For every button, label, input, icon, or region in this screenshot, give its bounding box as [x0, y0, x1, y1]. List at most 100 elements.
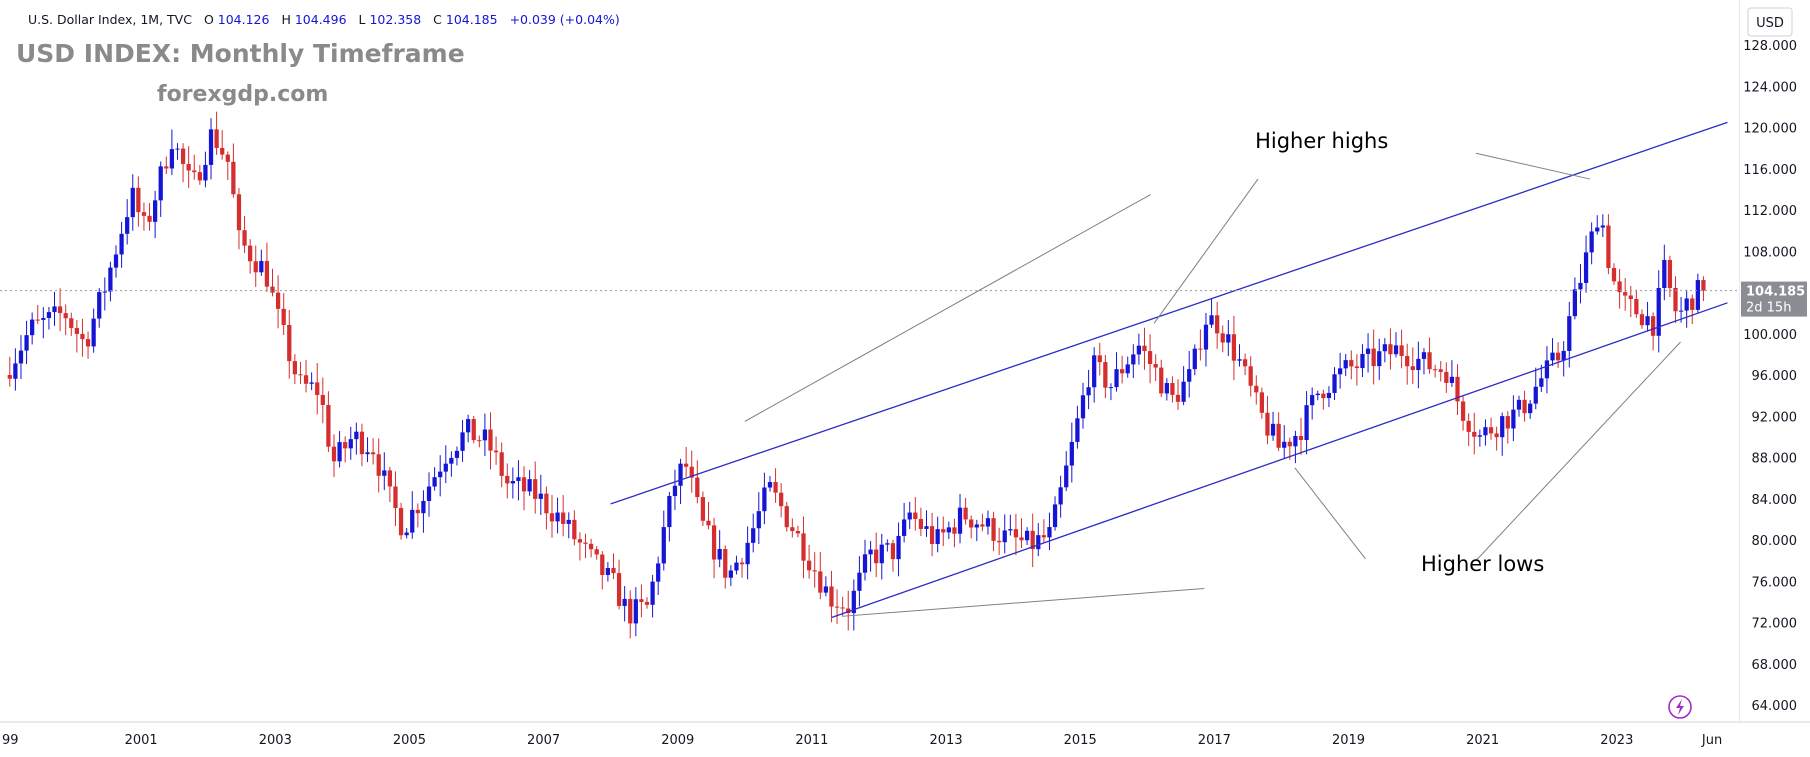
candle-body [130, 187, 135, 218]
candle-body [862, 554, 868, 573]
candle-body [1421, 352, 1427, 359]
candle-body [1539, 378, 1544, 387]
candle-body [387, 470, 393, 487]
price-tick-label: 100.000 [1743, 328, 1797, 343]
candle-body [203, 164, 208, 181]
time-tick-label: Jun [1701, 733, 1722, 748]
candle-body [672, 485, 678, 497]
candle-body [594, 549, 599, 555]
candle-body [74, 327, 79, 334]
candle-body [1483, 427, 1488, 436]
candle-body [354, 431, 359, 440]
candle-body [1304, 405, 1309, 440]
candle-body [616, 573, 622, 606]
price-tick-label: 116.000 [1743, 163, 1797, 178]
candle-body [1097, 355, 1102, 363]
symbol-label: U.S. Dollar Index, 1M, TVC [28, 12, 192, 27]
high-value: 104.496 [295, 12, 347, 27]
candle-body [1337, 368, 1343, 375]
candle-body [1371, 348, 1376, 367]
lightning-icon[interactable] [1668, 695, 1692, 719]
candle-body [91, 318, 96, 347]
candle-body [1388, 344, 1393, 355]
candle-body [253, 261, 258, 273]
channel-lower [831, 302, 1728, 618]
candle-body [980, 524, 985, 527]
time-axis[interactable]: 99 2001 2003 2005 2007 2009 2011 2013 2015 2017 20… [0, 721, 1810, 748]
candle-body [963, 507, 968, 520]
candle-body [734, 562, 739, 571]
candle-body [113, 254, 119, 268]
price-tick-label: 92.000 [1752, 410, 1798, 425]
candle-body [1326, 392, 1332, 399]
price-axis[interactable]: 64.000 68.000 72.000 76.000 80.000 84.000 88.0… [1739, 0, 1810, 722]
candle-body [890, 543, 896, 560]
candle-body [1270, 423, 1276, 436]
price-tick-label: 88.000 [1752, 452, 1798, 467]
candle-body [1119, 369, 1125, 374]
candle-body [57, 306, 63, 314]
candle-body [1382, 344, 1387, 352]
candle-body [24, 335, 29, 351]
candle-body [119, 233, 124, 255]
time-tick-label: 2005 [393, 733, 426, 748]
candle-body [773, 482, 778, 493]
candle-body [1024, 530, 1030, 541]
candle-body [851, 590, 856, 614]
price-axis-bg [1740, 0, 1810, 722]
candle-body [1511, 409, 1516, 429]
candle-body [628, 598, 633, 624]
candle-body [1310, 395, 1315, 406]
candle-body [30, 319, 35, 336]
candle-body [1634, 299, 1639, 315]
candle-body [1645, 316, 1650, 326]
candle-body [1030, 530, 1035, 550]
candles [7, 111, 1706, 639]
time-tick-label: 2003 [259, 733, 292, 748]
candle-body [326, 404, 331, 447]
candle-body [287, 325, 292, 362]
candle-body [1393, 345, 1399, 355]
candle-body [1321, 393, 1326, 399]
candle-body [1215, 315, 1220, 334]
candle-body [829, 586, 834, 607]
candle-body [572, 519, 577, 540]
candle-body [818, 571, 823, 593]
candle-body [505, 475, 510, 484]
time-tick-label: 2015 [1064, 733, 1097, 748]
currency-button[interactable] [1747, 7, 1793, 37]
candle-body [376, 454, 381, 476]
candle-body [80, 333, 85, 340]
annotation-label: Higher highs [1255, 129, 1388, 153]
candle-body [1667, 259, 1673, 289]
candle-body [1175, 394, 1181, 402]
candle-body [1550, 352, 1555, 361]
candle-body [1131, 354, 1136, 365]
currency-label: USD [1756, 16, 1784, 31]
candle-body [1209, 315, 1214, 325]
candle-body [1427, 352, 1432, 370]
trendlines [610, 121, 1728, 618]
candle-body [398, 508, 404, 536]
time-tick-label: 2007 [527, 733, 560, 748]
lightning-icon-bolt [1676, 699, 1684, 715]
candle-body [588, 543, 594, 550]
candle-body [365, 452, 370, 455]
candle-body [97, 292, 102, 319]
time-tick-label: 2001 [125, 733, 158, 748]
candle-body [879, 544, 884, 564]
candle-body [1170, 383, 1175, 395]
candle-body [896, 535, 901, 560]
candle-body [1533, 386, 1538, 404]
candle-body [1064, 465, 1069, 488]
candle-body [13, 363, 18, 379]
candle-body [1628, 295, 1633, 300]
candle-body [913, 512, 918, 519]
candle-body [583, 542, 588, 544]
candle-body [555, 512, 560, 522]
candle-body [1293, 436, 1298, 447]
candle-body [1282, 441, 1287, 448]
price-tick-label: 72.000 [1752, 617, 1798, 632]
candle-body [1516, 399, 1522, 410]
